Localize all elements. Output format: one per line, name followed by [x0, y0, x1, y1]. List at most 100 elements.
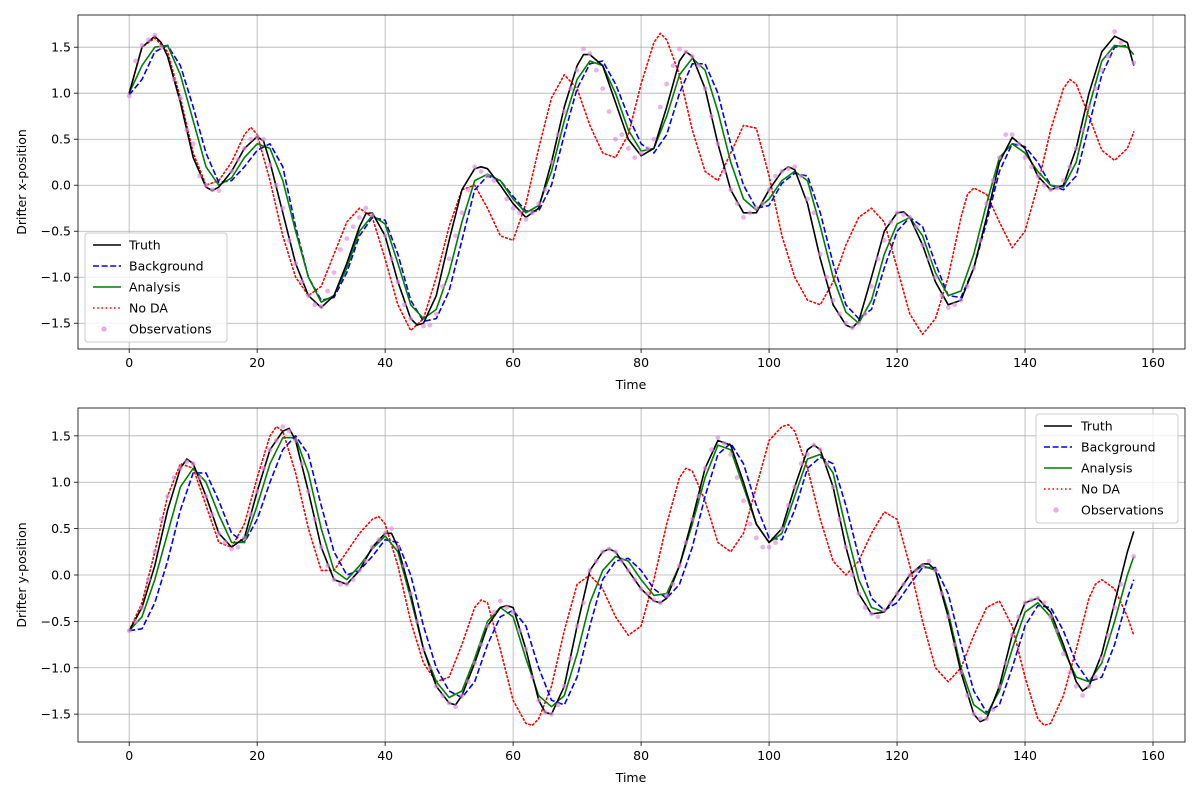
observation-point [510, 609, 516, 615]
observation-point [1003, 660, 1009, 666]
observation-point [472, 660, 478, 666]
y-position-x-tick-label: 40 [377, 748, 393, 763]
observation-point [523, 216, 529, 222]
observation-point [184, 459, 190, 465]
observation-point [830, 297, 836, 303]
observation-point [561, 683, 567, 689]
observation-point [702, 465, 708, 471]
observation-point [491, 609, 497, 615]
observation-point [965, 693, 970, 698]
observation-point [696, 493, 702, 499]
observation-point [1003, 132, 1009, 138]
observation-point [242, 146, 247, 151]
observation-point [837, 311, 842, 317]
observation-point [625, 146, 631, 151]
legend-label-observations: Observations [129, 322, 212, 337]
x-position-x-tick-label: 20 [249, 355, 265, 370]
observation-point [824, 461, 830, 467]
observation-point [1080, 127, 1085, 133]
observation-point [248, 512, 254, 518]
observation-point [651, 597, 657, 603]
observation-point [933, 274, 938, 280]
observation-point [286, 428, 292, 434]
x-position-observations [126, 29, 1137, 331]
observation-point [1073, 683, 1079, 689]
observation-point [152, 32, 158, 38]
x-position-x-tick-label: 0 [125, 355, 133, 370]
observation-point [939, 293, 945, 298]
observation-point [958, 297, 964, 303]
y-position-x-tick-label: 140 [1013, 748, 1037, 763]
observation-point [344, 581, 350, 587]
observation-point [837, 516, 842, 522]
observation-point [977, 716, 983, 722]
observation-point [881, 607, 887, 613]
observation-point [427, 665, 433, 671]
observation-point [1112, 605, 1117, 610]
observation-point [753, 535, 759, 541]
y-position-series-background [129, 435, 1135, 714]
observation-point [1067, 164, 1073, 170]
observation-point [824, 274, 830, 280]
y-position-axes-frame [77, 407, 1186, 743]
observation-point [888, 600, 894, 606]
observation-point [261, 465, 266, 471]
observation-point [926, 256, 932, 262]
y-position-xlabel: Time [615, 770, 647, 785]
x-position-series-no-da [128, 32, 1135, 336]
observation-point [1131, 60, 1137, 66]
observation-point [581, 600, 586, 606]
legend-label-background: Background [1081, 440, 1156, 455]
observation-point [555, 702, 561, 708]
observation-point [1080, 693, 1085, 698]
observation-point [433, 683, 439, 689]
observation-point [427, 322, 433, 328]
observation-point [785, 166, 791, 172]
observation-point [306, 293, 311, 298]
observation-point [1099, 656, 1105, 661]
observation-point [152, 549, 158, 555]
observation-point [536, 201, 542, 207]
x-position-x-tick-label: 160 [1141, 355, 1165, 370]
x-position-y-tick-label: 0.5 [51, 132, 71, 147]
observation-point [984, 201, 989, 207]
observation-point [875, 256, 881, 262]
observation-point [677, 563, 682, 569]
observation-point [433, 311, 439, 317]
observation-point [293, 261, 298, 266]
observation-point [446, 700, 452, 706]
observation-point [229, 169, 235, 174]
x-position-y-tick-label: 0.0 [51, 178, 71, 193]
observation-point [862, 311, 868, 317]
observation-point [421, 323, 426, 329]
observation-point [376, 537, 382, 543]
observation-point [126, 93, 132, 99]
x-position-series-analysis [128, 44, 1135, 324]
observation-point [210, 512, 215, 518]
observation-point [561, 109, 567, 114]
observation-point [689, 54, 695, 59]
observation-point [165, 493, 171, 499]
observation-point [216, 530, 222, 536]
observation-point [715, 141, 721, 147]
observation-point [280, 424, 286, 429]
observation-point [613, 549, 618, 555]
observation-point [997, 683, 1002, 689]
observation-point [126, 628, 132, 634]
observation-point [1118, 581, 1124, 587]
observation-point [158, 44, 164, 50]
observation-point [229, 546, 235, 552]
observation-point [504, 605, 510, 610]
legend-label-no-da: No DA [1081, 482, 1120, 497]
y-position-x-tick-label: 100 [757, 748, 781, 763]
observation-point [325, 563, 330, 569]
observation-point [952, 642, 957, 647]
observation-point [811, 442, 817, 448]
observation-point [728, 187, 734, 193]
observation-point [1009, 632, 1015, 638]
observation-point [299, 461, 305, 467]
observation-point [702, 86, 708, 91]
observation-point [395, 279, 401, 285]
observation-point [1073, 146, 1079, 151]
